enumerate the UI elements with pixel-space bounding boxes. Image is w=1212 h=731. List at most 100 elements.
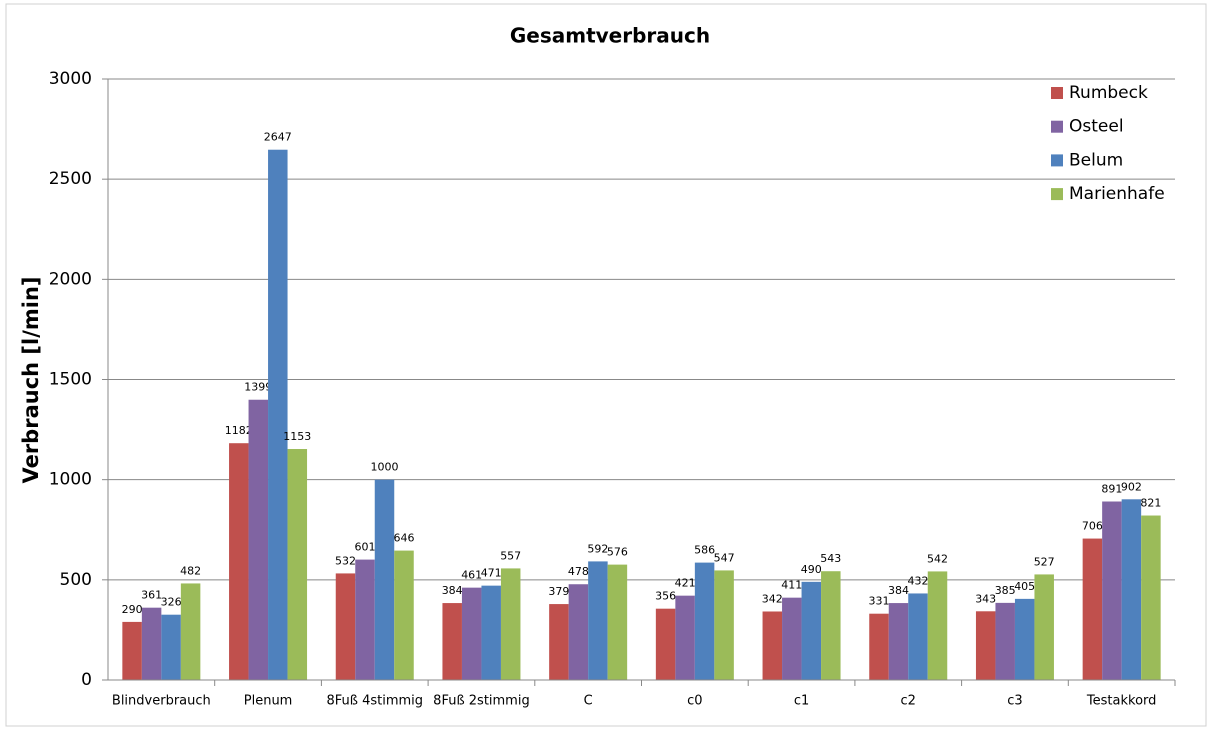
value-label: 432 — [908, 574, 929, 587]
value-label: 821 — [1140, 497, 1161, 510]
bar — [500, 568, 521, 680]
value-label: 421 — [675, 577, 696, 590]
bar — [141, 607, 162, 680]
value-label: 902 — [1121, 480, 1142, 493]
value-label: 478 — [568, 565, 589, 578]
bar — [821, 571, 841, 680]
x-tick-label: C — [584, 694, 593, 709]
y-tick-label: 2500 — [49, 169, 92, 189]
x-tick-label: 8Fuß 2stimmig — [433, 694, 530, 709]
x-tick-label: c2 — [901, 694, 916, 709]
value-label: 342 — [762, 592, 783, 605]
y-tick-label: 3000 — [49, 69, 92, 89]
legend-label: Rumbeck — [1069, 83, 1148, 103]
value-label: 356 — [655, 590, 676, 603]
bar — [607, 564, 628, 680]
bar — [995, 602, 1015, 680]
value-label: 592 — [587, 542, 608, 555]
x-tick-label: 8Fuß 4stimmig — [326, 694, 423, 709]
value-label: 361 — [141, 589, 162, 602]
bar — [714, 570, 734, 680]
value-label: 601 — [355, 541, 376, 554]
value-label: 1153 — [283, 430, 311, 443]
value-label: 482 — [180, 564, 201, 577]
value-label: 326 — [161, 596, 182, 609]
value-label: 532 — [335, 554, 356, 567]
bar — [287, 449, 308, 680]
legend-label: Osteel — [1069, 117, 1124, 137]
bar — [374, 479, 395, 680]
x-tick-label: c0 — [687, 694, 702, 709]
x-tick-label: Plenum — [244, 694, 293, 709]
bar — [694, 562, 715, 680]
bar — [782, 597, 802, 680]
bar — [1034, 574, 1054, 680]
x-tick-label: Testakkord — [1086, 694, 1156, 709]
y-tick-label: 2000 — [49, 269, 92, 289]
bar — [549, 604, 569, 680]
y-tick-label: 500 — [60, 570, 92, 590]
value-label: 384 — [888, 584, 909, 597]
value-label: 471 — [481, 567, 502, 580]
bar — [442, 603, 462, 680]
value-label: 343 — [975, 592, 996, 605]
value-label: 405 — [1014, 580, 1035, 593]
bar — [869, 613, 889, 680]
legend-label: Marienhafe — [1069, 184, 1165, 204]
bar — [888, 603, 909, 680]
y-tick-label: 1500 — [49, 370, 92, 390]
value-label: 576 — [607, 546, 628, 559]
value-label: 411 — [781, 579, 802, 592]
value-label: 385 — [995, 584, 1016, 597]
bar — [675, 595, 695, 680]
value-label: 706 — [1082, 520, 1103, 533]
value-label: 1000 — [371, 461, 399, 474]
bar — [248, 399, 269, 680]
bar — [762, 611, 783, 680]
value-label: 527 — [1034, 555, 1055, 568]
bar — [568, 584, 589, 680]
value-label: 557 — [500, 549, 521, 562]
bar — [355, 559, 375, 680]
value-label: 646 — [394, 532, 415, 545]
legend-swatch — [1051, 188, 1063, 201]
bar — [908, 593, 928, 680]
bar — [461, 587, 482, 680]
bar — [1014, 598, 1035, 680]
y-axis-label: Verbrauch [l/min] — [19, 276, 43, 483]
bar — [335, 573, 356, 680]
bar — [1102, 501, 1122, 680]
bar — [481, 585, 501, 680]
bar — [268, 149, 288, 681]
legend-swatch — [1051, 154, 1063, 167]
bar — [801, 581, 822, 680]
legend-label: Belum — [1069, 150, 1123, 170]
value-label: 586 — [694, 544, 715, 557]
value-label: 2647 — [264, 131, 292, 144]
value-label: 1399 — [244, 381, 272, 394]
x-tick-label: c1 — [794, 694, 809, 709]
value-label: 542 — [927, 552, 948, 565]
chart-title: Gesamtverbrauch — [510, 24, 710, 48]
value-label: 290 — [122, 603, 143, 616]
bar — [1121, 499, 1142, 680]
bar — [394, 550, 414, 680]
y-tick-label: 1000 — [49, 470, 92, 490]
bar — [975, 611, 996, 680]
bar — [229, 443, 249, 680]
value-label: 891 — [1101, 483, 1122, 496]
bar — [588, 561, 608, 680]
legend-swatch — [1051, 120, 1063, 133]
x-tick-label: c3 — [1007, 694, 1022, 709]
value-label: 547 — [714, 551, 735, 564]
bar — [1141, 515, 1161, 680]
value-label: 1182 — [225, 424, 253, 437]
bar — [180, 583, 201, 680]
value-label: 490 — [801, 563, 822, 576]
bar — [927, 571, 948, 680]
x-tick-label: Blindverbrauch — [112, 694, 211, 709]
legend-swatch — [1051, 87, 1063, 99]
value-label: 384 — [442, 584, 463, 597]
value-label: 331 — [869, 595, 890, 608]
